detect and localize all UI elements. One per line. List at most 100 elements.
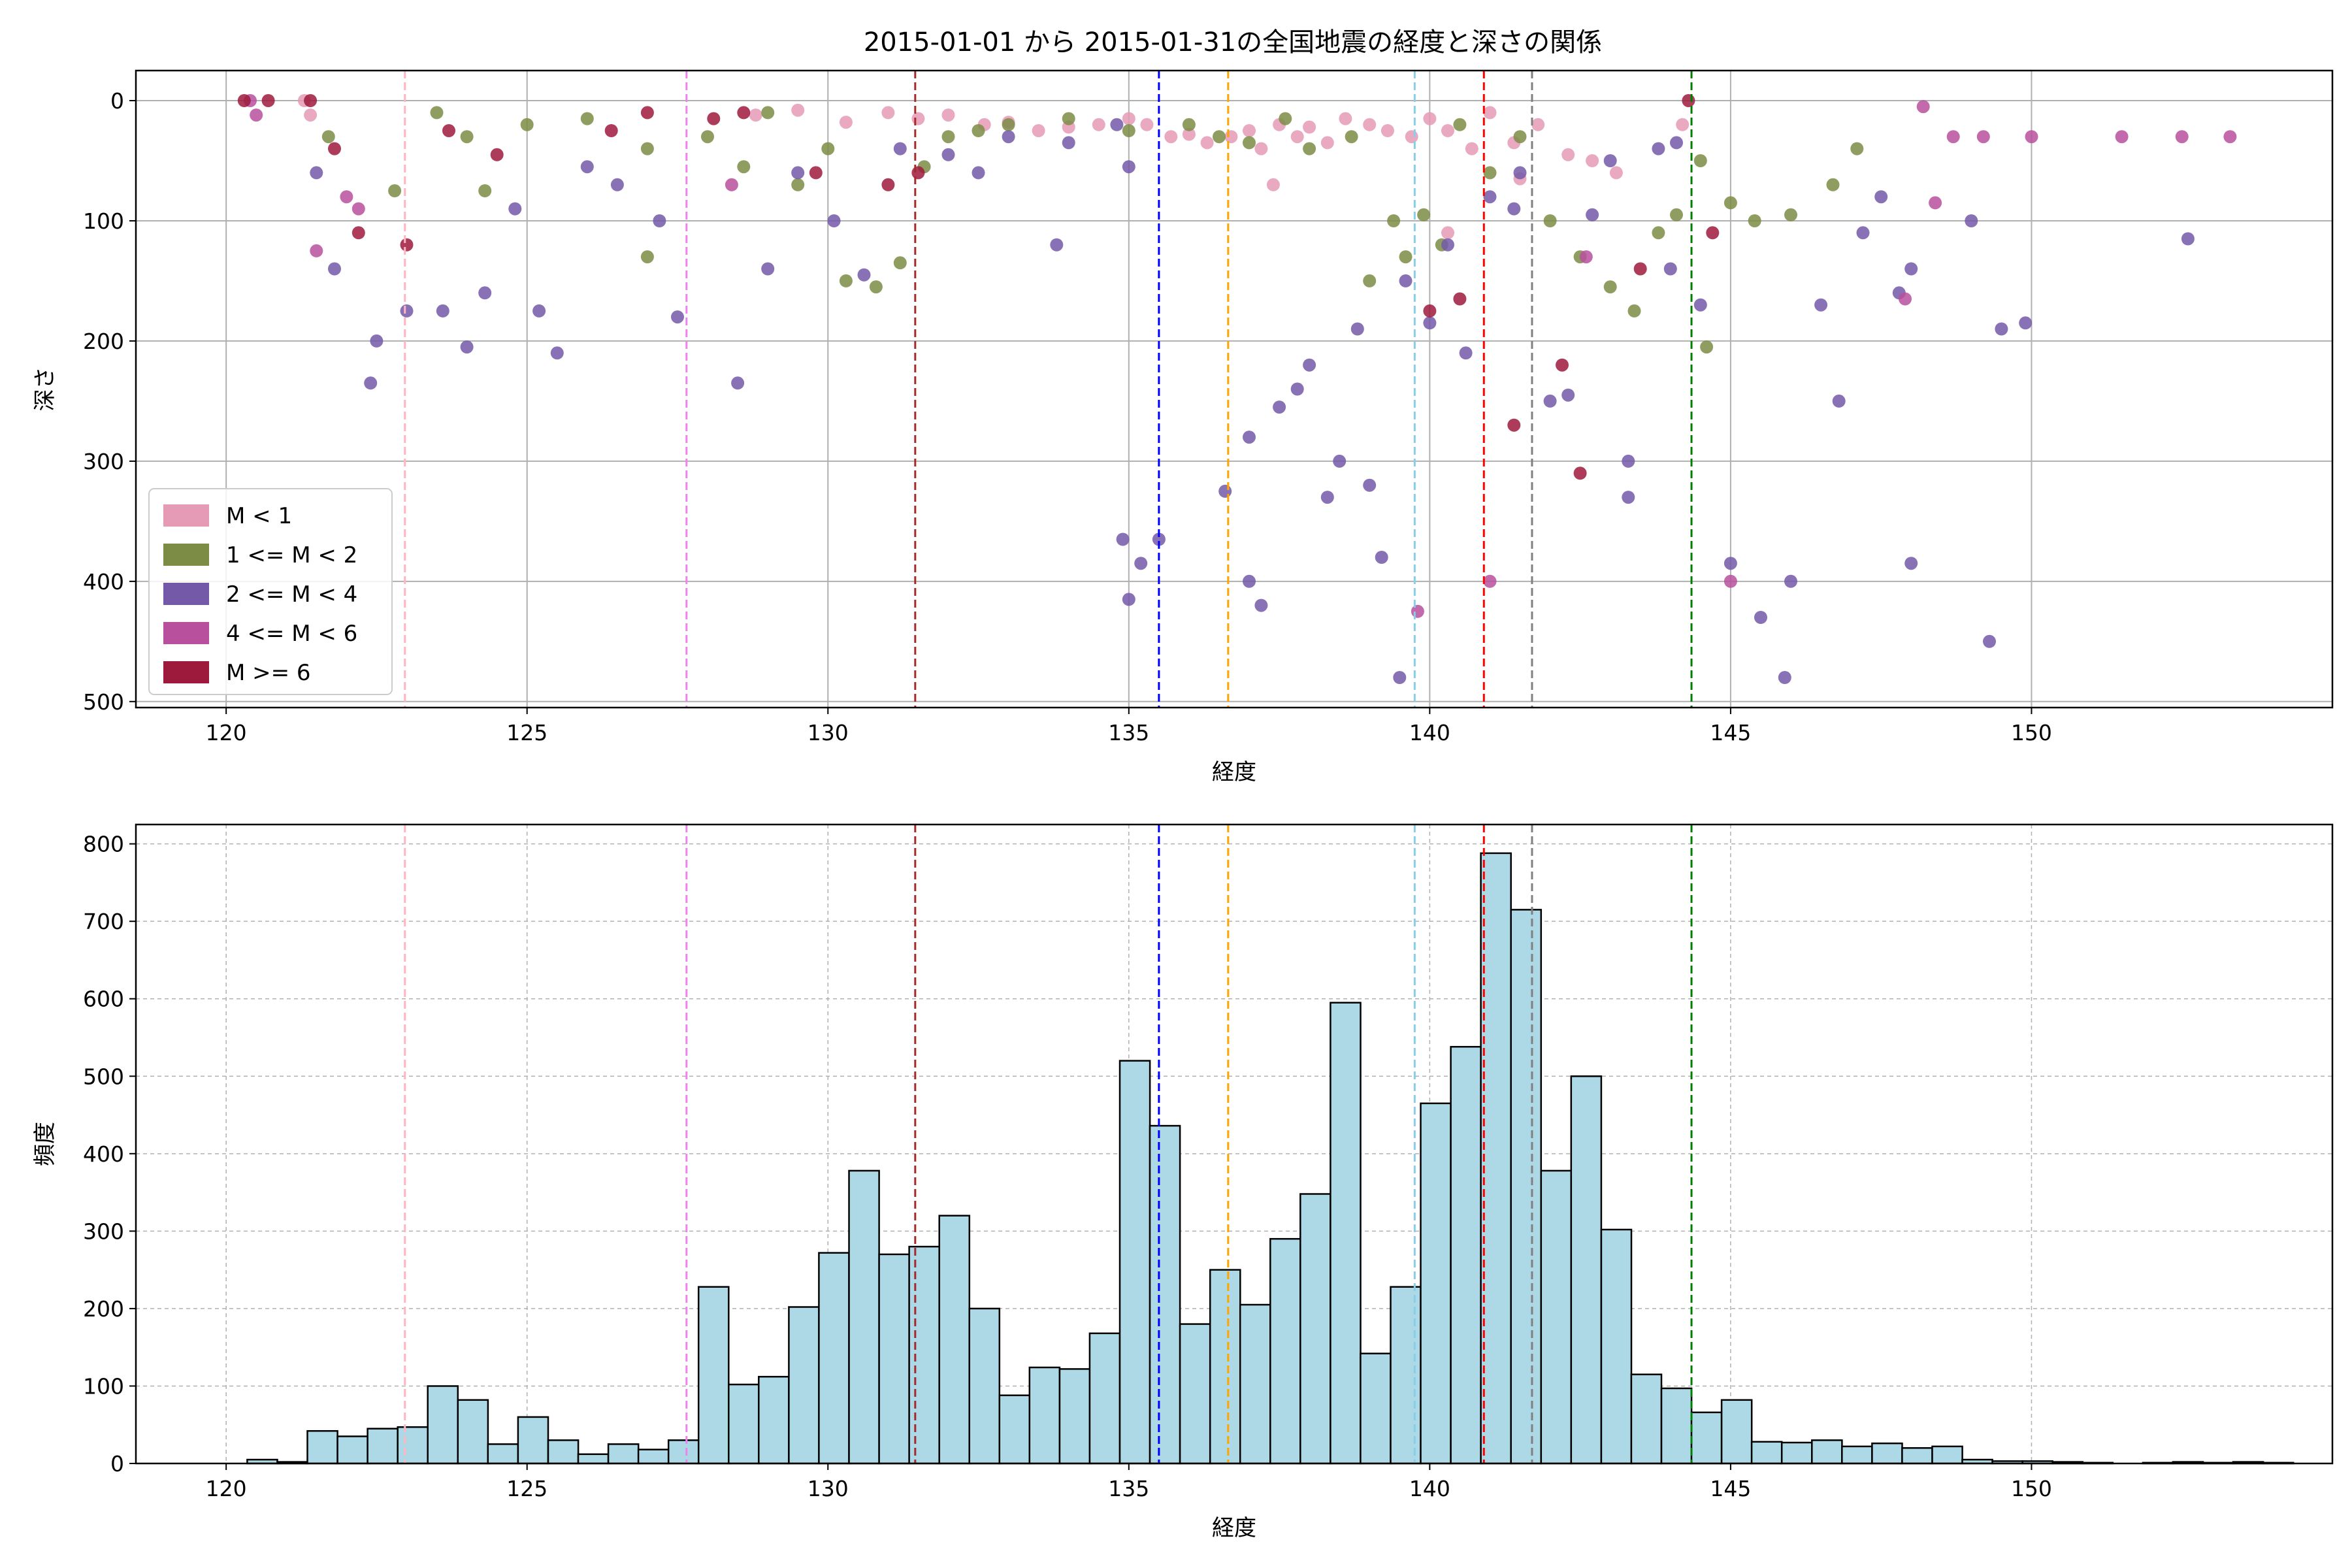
scatter-point-2-m-4 [1152,532,1166,546]
scatter-point-1-m-2 [1213,130,1226,144]
histogram-bar [1239,1303,1271,1465]
histogram-bar [728,1383,760,1465]
scatter-point-2-m-4 [1663,262,1677,276]
scatter-point-1-m-2 [640,250,654,264]
scatter-point-1-m-2 [520,118,534,131]
scatter-point-4-m-6 [1946,130,1960,144]
scatter-point-2-m-4 [1904,557,1918,570]
scatter-point-1-m-2 [430,106,444,120]
scatter-point-1-m-2 [460,130,474,144]
histogram-bar [1088,1332,1121,1465]
legend-swatch [163,661,209,683]
legend-swatch [163,583,209,605]
scatter-point-2-m-4 [2181,232,2195,246]
histogram-bar [968,1307,1001,1465]
scatter-point-1-m-2 [1603,280,1617,294]
scatter-point-m-1 [1405,130,1418,144]
histogram-bar [367,1428,399,1465]
scatter-point-2-m-4 [310,166,323,180]
scatter-point-1-m-2 [640,142,654,155]
scatter-point-2-m-4 [580,160,594,174]
scatter-point-2-m-4 [1483,190,1497,204]
histogram-bar [878,1253,910,1465]
scatter-point-m-1 [1254,142,1268,155]
legend-box [148,488,393,695]
histogram-bar [336,1435,368,1465]
histogram-x-tick-label: 140 [1409,1476,1450,1501]
scatter-point-m-1 [1363,118,1377,131]
scatter-point-2-m-4 [1393,671,1407,684]
scatter-point-m-6 [261,94,275,107]
histogram-y-ticks: 0 100 200 300 400 500 600 700 800 [83,832,136,1477]
histogram-bar [577,1453,610,1465]
histogram-bar [1149,1124,1181,1465]
scatter-point-2-m-4 [328,262,341,276]
histogram-bar [427,1385,459,1465]
scatter-point-m-6 [911,166,925,180]
scatter-point-m-1 [1182,127,1196,141]
scatter-point-1-m-2 [1279,112,1292,125]
scatter-point-m-1 [881,106,895,120]
scatter-point-2-m-4 [1778,671,1791,684]
scatter-point-4-m-6 [310,244,323,257]
histogram-y-tick-label: 200 [83,1296,124,1322]
scatter-point-4-m-6 [1723,574,1737,588]
scatter-point-m-1 [304,108,318,122]
scatter-point-1-m-2 [1399,250,1413,264]
scatter-y-tick-label: 0 [110,88,124,114]
histogram-bar [1450,1045,1482,1465]
scatter-point-4-m-6 [351,202,365,216]
scatter-point-2-m-4 [1122,593,1135,606]
scatter-point-m-1 [1266,178,1280,191]
scatter-point-m-1 [1122,112,1135,125]
scatter-y-tick-label: 300 [83,449,124,474]
scatter-point-1-m-2 [580,112,594,125]
scatter-point-2-m-4 [1303,358,1316,372]
scatter-x-tick-label: 120 [206,720,247,745]
histogram-x-tick-label: 150 [2011,1476,2052,1501]
scatter-point-1-m-2 [941,130,955,144]
scatter-point-2-m-4 [972,166,985,180]
histogram-bar [1540,1169,1573,1465]
scatter-point-m-6 [1682,94,1695,107]
scatter-point-m-6 [707,112,721,125]
scatter-point-2-m-4 [1507,202,1521,216]
scatter-x-tick-label: 130 [808,720,849,745]
scatter-x-tick-label: 145 [1710,720,1751,745]
scatter-point-4-m-6 [1411,604,1424,618]
scatter-point-4-m-6 [1579,250,1593,264]
scatter-point-m-1 [1441,124,1454,137]
scatter-point-2-m-4 [1441,238,1454,252]
scatter-y-tick-label: 500 [83,689,124,715]
histogram-bar [1750,1441,1783,1465]
scatter-panel: 120 125 130 135 140 145 150 0 100 200 300 400 500 経… [32,69,2334,785]
scatter-y-tick-label: 100 [83,208,124,234]
histogram-y-tick-label: 700 [83,909,124,934]
scatter-point-1-m-2 [1243,136,1256,150]
scatter-point-4-m-6 [2175,130,2189,144]
histogram-bar [908,1245,940,1465]
scatter-point-1-m-2 [1627,304,1641,318]
scatter-point-m-1 [749,108,762,122]
scatter-point-4-m-6 [2223,130,2237,144]
scatter-point-m-1 [1441,226,1454,240]
scatter-point-2-m-4 [1116,532,1130,546]
scatter-y-tick-label: 200 [83,329,124,354]
scatter-point-4-m-6 [2115,130,2129,144]
scatter-point-1-m-2 [869,280,883,294]
scatter-x-tick-label: 150 [2011,720,2052,745]
legend-label: M >= 6 [226,660,311,686]
scatter-x-tick-label: 140 [1409,720,1450,745]
histogram-bar [938,1215,971,1465]
histogram-bar [1871,1442,1903,1465]
scatter-point-m-6 [1423,304,1437,318]
scatter-point-1-m-2 [1513,130,1527,144]
scatter-point-2-m-4 [1243,431,1256,444]
scatter-point-2-m-4 [478,286,492,300]
scatter-point-1-m-2 [972,124,985,137]
scatter-point-1-m-2 [1417,208,1431,221]
scatter-point-2-m-4 [1543,394,1557,408]
scatter-point-2-m-4 [1983,634,1996,648]
histogram-x-tick-label: 120 [206,1476,247,1501]
figure-title: 2015-01-01 から 2015-01-31の全国地震の経度と深さの関係 [864,27,1602,57]
